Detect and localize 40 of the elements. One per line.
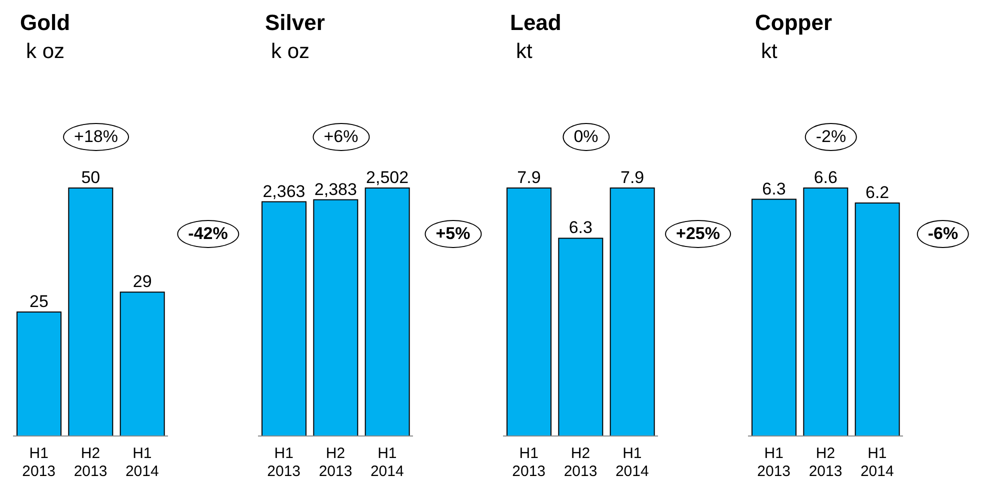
chart-title: Lead bbox=[510, 10, 562, 36]
data-label: 25 bbox=[30, 292, 48, 311]
chart-title: Copper bbox=[755, 10, 832, 36]
text: -6% bbox=[916, 220, 970, 248]
x-tick-label: H1 2013 bbox=[22, 445, 56, 480]
chart-subtitle: k oz bbox=[26, 40, 65, 64]
text: +6% bbox=[312, 123, 370, 151]
chart-subtitle: kt bbox=[516, 40, 532, 64]
data-label: 7.9 bbox=[620, 168, 644, 187]
data-label: 2,363 bbox=[262, 182, 306, 201]
x-tick-label: H2 2013 bbox=[808, 445, 842, 480]
data-label: 7.9 bbox=[517, 168, 541, 187]
data-label: 6.6 bbox=[814, 168, 838, 187]
data-label: 50 bbox=[81, 168, 100, 187]
chart-subtitle: k oz bbox=[271, 40, 310, 64]
data-label: 2,502 bbox=[366, 168, 409, 187]
x-tick-label: H1 2014 bbox=[125, 445, 159, 480]
x-tick-label: H1 2013 bbox=[757, 445, 791, 480]
text: +5% bbox=[424, 220, 482, 248]
text: 0% bbox=[562, 123, 610, 151]
text: -2% bbox=[804, 123, 858, 151]
x-tick-label: H2 2013 bbox=[318, 445, 352, 480]
data-label: 6.3 bbox=[568, 218, 592, 238]
x-tick-label: H2 2013 bbox=[74, 445, 108, 480]
chart-subtitle: kt bbox=[761, 40, 778, 64]
x-tick-label: H1 2014 bbox=[860, 445, 894, 480]
x-tick-label: H1 2013 bbox=[512, 445, 546, 480]
data-label: 29 bbox=[132, 272, 152, 292]
x-tick-label: H1 2013 bbox=[267, 445, 301, 480]
data-label: 6.3 bbox=[762, 179, 786, 198]
chart-title: Silver bbox=[265, 10, 325, 36]
x-tick-label: H1 2014 bbox=[370, 445, 404, 480]
text: -42% bbox=[177, 220, 239, 248]
x-tick-label: H1 2014 bbox=[615, 445, 649, 480]
text: +18% bbox=[63, 123, 129, 151]
data-label: 6.2 bbox=[866, 183, 890, 202]
text: +25% bbox=[665, 220, 731, 248]
chart-title: Gold bbox=[20, 10, 70, 36]
x-tick-label: H2 2013 bbox=[564, 445, 598, 480]
data-label: 2,383 bbox=[314, 180, 357, 199]
